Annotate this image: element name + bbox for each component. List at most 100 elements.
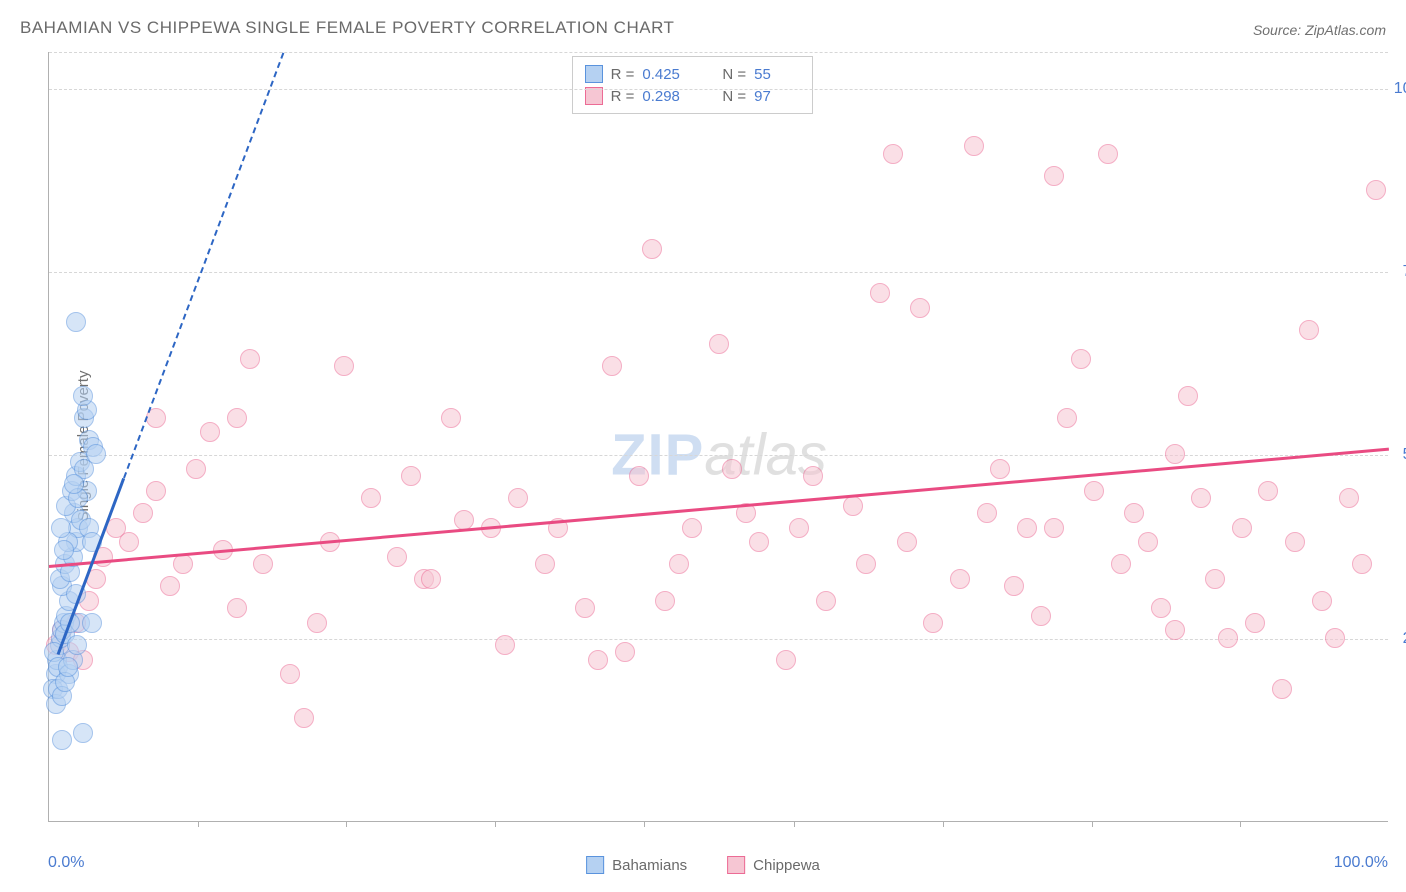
data-point-chippewa <box>1004 576 1024 596</box>
data-point-chippewa <box>1205 569 1225 589</box>
data-point-chippewa <box>133 503 153 523</box>
n-value-bahamians: 55 <box>754 66 800 83</box>
data-point-chippewa <box>1044 518 1064 538</box>
data-point-bahamians <box>51 518 71 538</box>
data-point-chippewa <box>294 708 314 728</box>
data-point-chippewa <box>227 598 247 618</box>
data-point-chippewa <box>1057 408 1077 428</box>
data-point-chippewa <box>186 459 206 479</box>
data-point-chippewa <box>119 532 139 552</box>
trend-line <box>123 53 284 479</box>
data-point-chippewa <box>588 650 608 670</box>
x-tick <box>794 821 795 827</box>
data-point-chippewa <box>950 569 970 589</box>
data-point-chippewa <box>615 642 635 662</box>
data-point-chippewa <box>1325 628 1345 648</box>
stats-row-bahamians: R =0.425N =55 <box>585 63 801 85</box>
y-tick-label: 50.0% <box>1393 446 1406 464</box>
data-point-chippewa <box>1258 481 1278 501</box>
data-point-chippewa <box>1111 554 1131 574</box>
data-point-chippewa <box>910 298 930 318</box>
data-point-chippewa <box>964 136 984 156</box>
data-point-chippewa <box>1299 320 1319 340</box>
data-point-bahamians <box>82 613 102 633</box>
gridline <box>49 272 1388 273</box>
data-point-chippewa <box>401 466 421 486</box>
data-point-chippewa <box>602 356 622 376</box>
data-point-chippewa <box>749 532 769 552</box>
y-tick-label: 100.0% <box>1393 80 1406 98</box>
data-point-chippewa <box>856 554 876 574</box>
data-point-chippewa <box>843 496 863 516</box>
data-point-chippewa <box>776 650 796 670</box>
r-label: R = <box>611 88 635 105</box>
data-point-bahamians <box>58 657 78 677</box>
data-point-chippewa <box>977 503 997 523</box>
swatch-bahamians <box>585 65 603 83</box>
data-point-chippewa <box>722 459 742 479</box>
trend-line <box>49 448 1389 568</box>
source-label: Source: ZipAtlas.com <box>1253 22 1386 38</box>
data-point-chippewa <box>789 518 809 538</box>
data-point-chippewa <box>334 356 354 376</box>
data-point-chippewa <box>629 466 649 486</box>
data-point-chippewa <box>253 554 273 574</box>
data-point-chippewa <box>923 613 943 633</box>
data-point-chippewa <box>146 481 166 501</box>
swatch-bahamians <box>586 856 604 874</box>
data-point-chippewa <box>1352 554 1372 574</box>
data-point-chippewa <box>1178 386 1198 406</box>
data-point-chippewa <box>387 547 407 567</box>
data-point-chippewa <box>495 635 515 655</box>
gridline <box>49 52 1388 53</box>
data-point-bahamians <box>54 540 74 560</box>
x-tick <box>1092 821 1093 827</box>
data-point-chippewa <box>535 554 555 574</box>
n-label: N = <box>722 88 746 105</box>
stats-legend: R =0.425N =55R =0.298N =97 <box>572 56 814 114</box>
data-point-chippewa <box>1245 613 1265 633</box>
data-point-chippewa <box>1218 628 1238 648</box>
data-point-bahamians <box>73 386 93 406</box>
data-point-chippewa <box>655 591 675 611</box>
x-tick <box>1240 821 1241 827</box>
data-point-bahamians <box>86 444 106 464</box>
data-point-chippewa <box>1017 518 1037 538</box>
data-point-chippewa <box>1232 518 1252 538</box>
data-point-bahamians <box>66 312 86 332</box>
data-point-chippewa <box>307 613 327 633</box>
x-tick <box>495 821 496 827</box>
x-tick <box>644 821 645 827</box>
x-axis-start-label: 0.0% <box>48 854 84 872</box>
data-point-chippewa <box>240 349 260 369</box>
data-point-chippewa <box>1084 481 1104 501</box>
data-point-chippewa <box>709 334 729 354</box>
r-label: R = <box>611 66 635 83</box>
data-point-chippewa <box>361 488 381 508</box>
series-legend: Bahamians Chippewa <box>586 856 820 874</box>
data-point-chippewa <box>1124 503 1144 523</box>
data-point-bahamians <box>73 723 93 743</box>
data-point-chippewa <box>816 591 836 611</box>
data-point-chippewa <box>803 466 823 486</box>
x-tick <box>346 821 347 827</box>
data-point-chippewa <box>1138 532 1158 552</box>
data-point-chippewa <box>227 408 247 428</box>
data-point-chippewa <box>1165 444 1185 464</box>
data-point-chippewa <box>200 422 220 442</box>
r-value-bahamians: 0.425 <box>642 66 688 83</box>
legend-label-chippewa: Chippewa <box>753 857 820 874</box>
data-point-chippewa <box>280 664 300 684</box>
data-point-chippewa <box>575 598 595 618</box>
data-point-chippewa <box>870 283 890 303</box>
data-point-chippewa <box>508 488 528 508</box>
y-tick-label: 25.0% <box>1393 630 1406 648</box>
x-axis-end-label: 100.0% <box>1334 854 1388 872</box>
data-point-chippewa <box>642 239 662 259</box>
gridline <box>49 455 1388 456</box>
plot-area: ZIPatlas R =0.425N =55R =0.298N =97 25.0… <box>48 52 1388 822</box>
swatch-chippewa <box>727 856 745 874</box>
gridline <box>49 89 1388 90</box>
legend-item-bahamians: Bahamians <box>586 856 687 874</box>
data-point-chippewa <box>682 518 702 538</box>
